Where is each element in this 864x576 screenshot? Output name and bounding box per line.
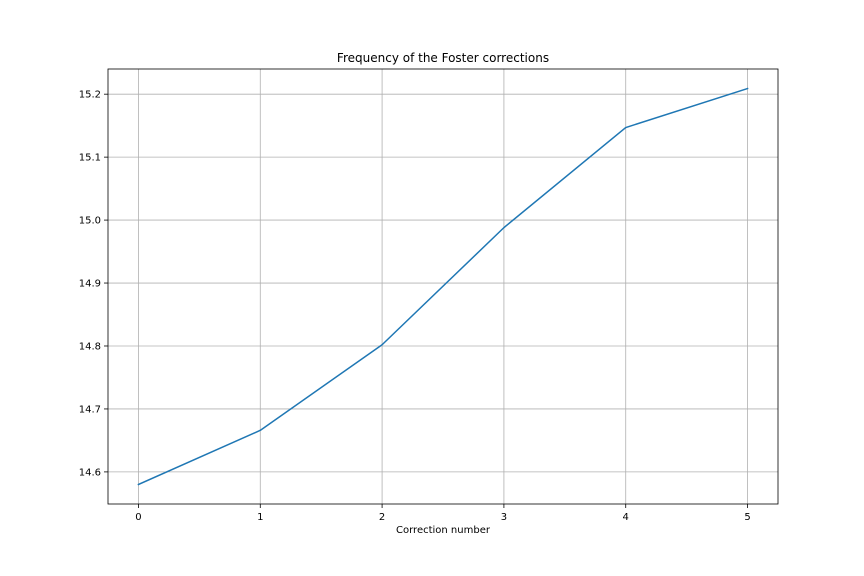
series-layer bbox=[137, 87, 749, 486]
y-tick-label: 14.6 bbox=[79, 467, 101, 478]
x-axis-label: Correction number bbox=[396, 525, 491, 536]
y-tick-label: 14.8 bbox=[79, 341, 101, 352]
x-tick-label: 0 bbox=[135, 512, 141, 523]
x-tick-label: 5 bbox=[744, 512, 750, 523]
chart-title: Frequency of the Foster corrections bbox=[337, 51, 549, 65]
plot-frame bbox=[107, 68, 779, 505]
y-tick-label: 14.9 bbox=[79, 279, 101, 290]
x-tick-label: 2 bbox=[379, 512, 385, 523]
y-tick-label: 14.7 bbox=[79, 404, 101, 415]
y-tick-label: 15.0 bbox=[79, 216, 101, 227]
x-tick-label: 3 bbox=[501, 512, 507, 523]
x-tick-label: 1 bbox=[257, 512, 263, 523]
y-tick-label: 15.2 bbox=[79, 90, 101, 101]
grid bbox=[108, 69, 778, 504]
series-line bbox=[137, 87, 749, 486]
y-tick-label: 15.1 bbox=[79, 153, 101, 164]
axes-ticks: 0 1 2 3 4 5 14.6 14.7 14.8 14.9 15.0 15.1 15.2 bbox=[79, 90, 751, 523]
x-tick-label: 4 bbox=[623, 512, 629, 523]
